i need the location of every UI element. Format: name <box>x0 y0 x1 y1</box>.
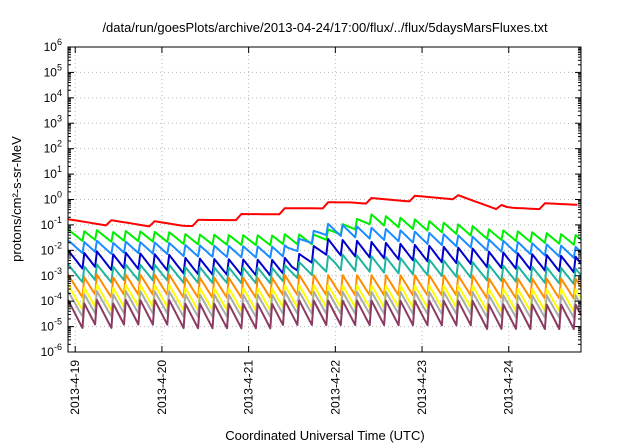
chart-title: /data/run/goesPlots/archive/2013-04-24/1… <box>102 20 548 35</box>
y-tick-exponent: 1 <box>57 164 62 174</box>
y-tick-label: 105 <box>44 62 62 79</box>
y-tick-label: 10-5 <box>41 317 62 334</box>
x-tick-label: 2013-4-20 <box>155 360 169 415</box>
series-layer <box>67 194 582 331</box>
y-tick-exponent: 6 <box>57 37 62 47</box>
y-tick-label: 100 <box>44 190 62 207</box>
y-tick-exponent: -3 <box>54 266 62 276</box>
y-tick-exponent: 0 <box>57 190 62 200</box>
series-line-9 <box>67 298 582 331</box>
y-tick-exponent: -2 <box>54 240 62 250</box>
y-tick-label: 102 <box>44 139 62 156</box>
y-tick-label: 106 <box>44 37 62 54</box>
y-tick-label: 101 <box>44 164 62 181</box>
series-line-5 <box>67 253 582 285</box>
x-tick-label: 2013-4-23 <box>415 360 429 415</box>
y-tick-label: 10-2 <box>41 240 62 257</box>
y-tick-exponent: 3 <box>57 113 62 123</box>
x-tick-label: 2013-4-19 <box>68 360 82 415</box>
x-tick-label: 2013-4-22 <box>328 360 342 415</box>
y-tick-label: 103 <box>44 113 62 130</box>
grid <box>68 47 581 352</box>
y-tick-exponent: -1 <box>54 215 62 225</box>
x-tick-label: 2013-4-24 <box>502 360 516 415</box>
y-tick-label: 10-3 <box>41 266 62 283</box>
x-tick-label: 2013-4-21 <box>242 360 256 415</box>
x-axis-label: Coordinated Universal Time (UTC) <box>225 428 424 443</box>
y-axis-label: protons/cm²-s-sr-MeV <box>9 136 24 262</box>
y-tick-label: 10-4 <box>41 291 62 308</box>
y-tick-exponent: 4 <box>57 88 62 98</box>
y-tick-exponent: -6 <box>54 342 62 352</box>
y-tick-exponent: 5 <box>57 62 62 72</box>
series-line-2 <box>67 213 582 247</box>
y-tick-label: 104 <box>44 88 62 105</box>
series-line-4 <box>67 238 582 277</box>
series-line-3 <box>67 222 582 259</box>
series-line-1 <box>67 194 578 228</box>
y-tick-label: 10-1 <box>41 215 62 232</box>
x-axis: 2013-4-19 2013-4-20 2013-4-21 2013-4-22 2013… <box>68 47 516 415</box>
y-tick-exponent: -5 <box>54 317 62 327</box>
y-tick-label: 10-6 <box>41 342 62 359</box>
y-tick-exponent: 2 <box>57 139 62 149</box>
y-tick-exponent: -4 <box>54 291 62 301</box>
